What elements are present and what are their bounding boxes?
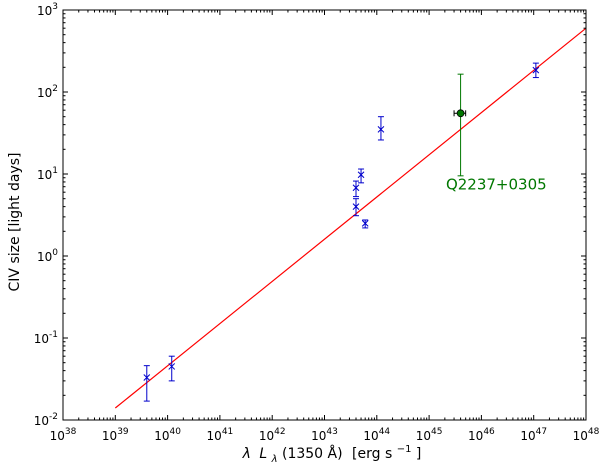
x-marker-stroke — [168, 363, 176, 370]
x-tick-label-base: 10 — [468, 429, 483, 443]
x-tick-label-exponent: 41 — [222, 427, 233, 437]
data-point — [352, 180, 360, 198]
x-axis-label-unit-close: ] — [416, 446, 421, 462]
x-marker-stroke — [352, 203, 360, 210]
y-axis-label: CIV size [light days] — [7, 153, 23, 292]
x-axis-label-unit-exponent: −1 — [397, 444, 412, 455]
x-tick-label: 1048 — [573, 427, 600, 443]
x-tick-label-exponent: 44 — [379, 427, 391, 437]
x-tick-label-exponent: 38 — [65, 427, 77, 437]
x-marker-stroke — [357, 171, 365, 179]
x-tick-label-base: 10 — [520, 429, 535, 443]
y-tick-label-exponent: 3 — [52, 2, 58, 12]
x-tick-label: 1038 — [50, 427, 77, 443]
y-tick-label-exponent: 2 — [52, 84, 58, 94]
x-tick-label-exponent: 39 — [117, 427, 129, 437]
x-marker-stroke — [143, 374, 151, 381]
y-tick-label-exponent: -2 — [49, 412, 58, 422]
data-point — [357, 168, 365, 184]
data-point — [361, 219, 369, 229]
x-tick-label: 1047 — [520, 427, 547, 443]
x-marker-stroke — [377, 126, 385, 133]
x-tick-label: 1042 — [259, 427, 286, 443]
y-tick-label-base: 10 — [37, 86, 52, 100]
y-tick-label: 10-1 — [34, 330, 58, 346]
x-axis-label-lambda: λ — [242, 446, 251, 462]
x-axis-label-subscript: λ — [271, 454, 278, 465]
y-tick-label-base: 10 — [37, 4, 52, 18]
x-marker-stroke — [532, 66, 540, 74]
y-tick-label-exponent: 1 — [52, 166, 58, 176]
x-tick-label-base: 10 — [416, 429, 431, 443]
y-tick-label: 103 — [37, 2, 58, 18]
x-tick-label-base: 10 — [102, 429, 117, 443]
x-axis-label-wavelength: (1350 Å) — [282, 445, 343, 462]
x-tick-label-exponent: 43 — [326, 427, 337, 437]
x-tick-label: 1041 — [207, 427, 234, 443]
axis-ticks: 1038 1039 1040 1041 1042 1043 1044 1045 1046 1047… — [34, 2, 600, 443]
x-tick-label-exponent: 48 — [588, 427, 600, 437]
x-axis-label: λ L λ (1350 Å) [erg s −1 ] — [242, 440, 422, 466]
x-tick-label: 1043 — [311, 427, 338, 443]
data-point — [377, 116, 385, 141]
fit-line — [114, 27, 587, 409]
x-tick-label-base: 10 — [311, 429, 326, 443]
data-point — [453, 73, 467, 177]
y-tick-label-base: 10 — [34, 332, 49, 346]
x-tick-label-base: 10 — [154, 429, 169, 443]
y-tick-label: 10-2 — [34, 412, 58, 428]
x-tick-label: 1039 — [102, 427, 129, 443]
x-tick-label-exponent: 42 — [274, 427, 285, 437]
x-tick-label: 1046 — [468, 427, 495, 443]
circle-marker — [456, 109, 465, 118]
x-tick-label-base: 10 — [259, 429, 274, 443]
x-axis-label-l: L — [259, 446, 267, 462]
data-point — [143, 365, 151, 402]
x-tick-label-exponent: 47 — [536, 427, 547, 437]
plot-frame — [62, 9, 587, 421]
x-tick-label-exponent: 46 — [483, 427, 495, 437]
x-tick-label-base: 10 — [50, 429, 65, 443]
x-tick-label-base: 10 — [363, 429, 378, 443]
y-tick-label: 101 — [37, 166, 58, 182]
data-point — [532, 62, 540, 79]
y-tick-label-base: 10 — [37, 168, 52, 182]
x-tick-label-base: 10 — [207, 429, 222, 443]
y-tick-label-base: 10 — [34, 414, 49, 428]
data-point — [352, 198, 360, 217]
x-tick-label: 1045 — [416, 427, 443, 443]
plot-marks: Q2237+0305 — [114, 27, 587, 409]
x-marker-stroke — [352, 184, 360, 192]
y-tick-label: 102 — [37, 84, 58, 100]
y-tick-label-base: 10 — [37, 250, 52, 264]
y-tick-label-exponent: 0 — [52, 248, 58, 258]
x-tick-label: 1040 — [154, 427, 181, 443]
y-tick-label-exponent: -1 — [49, 330, 58, 340]
data-point — [168, 355, 176, 382]
y-tick-label: 100 — [37, 248, 58, 264]
x-axis-label-unit: [erg s — [352, 446, 392, 462]
x-tick-label-exponent: 40 — [170, 427, 182, 437]
x-tick-label: 1044 — [363, 427, 390, 443]
x-tick-label-exponent: 45 — [431, 427, 442, 437]
x-tick-label-base: 10 — [573, 429, 588, 443]
x-marker-stroke — [361, 220, 369, 227]
annotation-label: Q2237+0305 — [446, 175, 547, 193]
